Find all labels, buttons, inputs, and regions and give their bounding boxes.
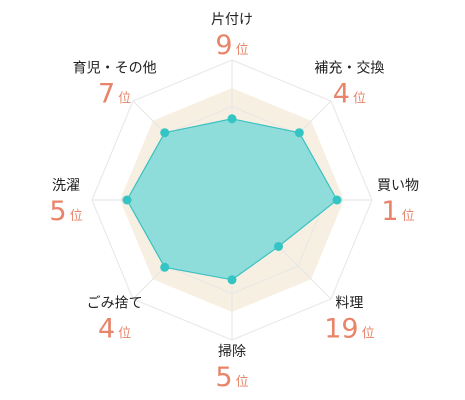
data-point-7 — [122, 195, 132, 205]
axis-label-8: 育児・その他 7 位 — [73, 61, 157, 110]
rank-value: 5 — [215, 362, 232, 393]
rank-value: 9 — [215, 30, 232, 61]
rank-unit: 位 — [118, 92, 131, 107]
category-label: 料理 — [335, 295, 363, 311]
category-label: 補充・交換 — [314, 60, 384, 77]
data-point-8 — [160, 128, 170, 138]
rank-unit: 位 — [236, 43, 249, 58]
rank-unit: 位 — [362, 326, 375, 341]
data-point-5 — [227, 275, 237, 285]
data-point-6 — [160, 262, 170, 272]
axis-label-1: 片付け 9 位 — [211, 12, 253, 61]
rank-value: 7 — [98, 79, 115, 110]
axis-label-6: ごみ捨て 4 位 — [87, 294, 143, 344]
data-point-3 — [332, 195, 342, 205]
rank-unit: 位 — [236, 375, 249, 390]
category-label: 掃除 — [218, 343, 246, 360]
rank-value: 1 — [381, 196, 398, 227]
rank-value: 5 — [49, 196, 66, 227]
rank-value: 4 — [98, 313, 115, 344]
rank-label: 19 位 — [324, 313, 374, 344]
data-point-4 — [274, 242, 283, 251]
data-point-1 — [227, 114, 237, 124]
axis-label-3: 買い物 1 位 — [377, 178, 419, 227]
data-point-2 — [294, 128, 304, 138]
category-label: 育児・その他 — [73, 61, 157, 77]
rank-unit: 位 — [118, 326, 131, 341]
axis-label-4: 料理 19 位 — [324, 295, 374, 344]
category-label: 片付け — [211, 12, 253, 28]
category-label: 買い物 — [377, 178, 419, 194]
category-label: 洗濯 — [52, 178, 80, 194]
axis-label-7: 洗濯 5 位 — [49, 178, 82, 227]
axis-label-2: 補充・交換 4 位 — [314, 60, 384, 110]
rank-unit: 位 — [353, 92, 366, 107]
rank-unit: 位 — [70, 209, 83, 224]
axis-label-5: 掃除 5 位 — [215, 343, 248, 393]
category-label: ごみ捨て — [87, 294, 143, 311]
rank-unit: 位 — [402, 209, 415, 224]
rank-value: 19 — [324, 313, 358, 344]
rank-value: 4 — [333, 79, 350, 110]
